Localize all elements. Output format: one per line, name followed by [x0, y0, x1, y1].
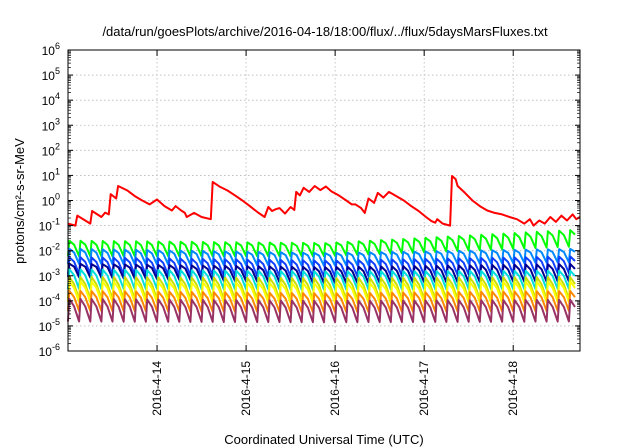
y-tick-label: 10-4 [39, 292, 60, 309]
x-tick-label: 2016-4-17 [417, 361, 431, 416]
y-tick-label: 10-3 [39, 267, 60, 284]
y-tick-label: 102 [42, 141, 60, 158]
x-tick-label: 2016-4-16 [328, 361, 342, 416]
y-tick-label: 105 [42, 66, 60, 83]
plot-frame [67, 49, 581, 352]
series-line-1 [67, 175, 581, 227]
x-tick-label: 2016-4-15 [239, 361, 253, 416]
y-tick-label: 10-6 [39, 342, 60, 359]
y-tick-label: 106 [42, 41, 60, 58]
x-ticks: 2016-4-14 2016-4-15 2016-4-16 2016-4-17 2016… [150, 50, 520, 416]
series-line-10 [67, 297, 576, 324]
series-layer [67, 175, 581, 324]
y-ticks: 10-6 10-5 10-4 10-3 10-2 10-1 100 101 102 103 104 1… [39, 41, 580, 359]
x-tick-label: 2016-4-18 [506, 361, 520, 416]
y-axis-label: protons/cm²-s-sr-MeV [12, 138, 27, 264]
series-line-2 [67, 229, 576, 258]
x-tick-label: 2016-4-14 [150, 361, 164, 416]
y-tick-label: 10-1 [39, 217, 60, 234]
y-tick-label: 103 [42, 116, 60, 133]
y-tick-label: 100 [42, 192, 60, 209]
y-tick-label: 101 [42, 166, 60, 183]
y-tick-label: 10-5 [39, 317, 60, 334]
x-axis-label: Coordinated Universal Time (UTC) [224, 432, 423, 447]
y-tick-label: 10-2 [39, 242, 60, 259]
y-tick-label: 104 [42, 91, 60, 108]
chart-title: /data/run/goesPlots/archive/2016-04-18/1… [102, 24, 548, 39]
